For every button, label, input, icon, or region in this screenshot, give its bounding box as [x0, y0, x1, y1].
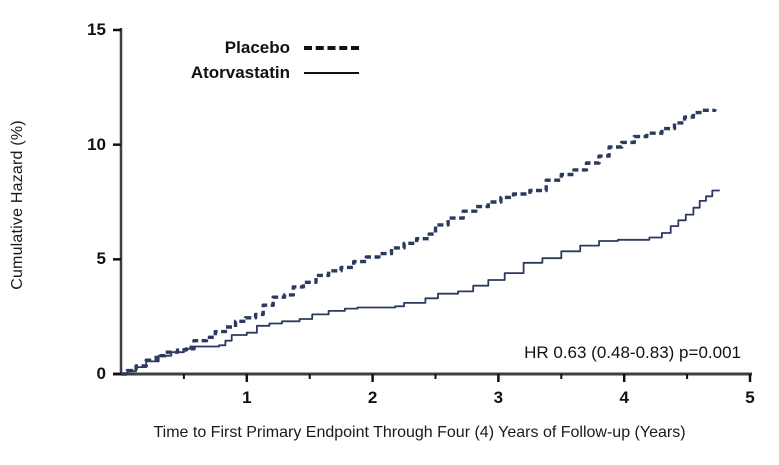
x-tick-label: 1 — [242, 388, 252, 407]
y-tick-label: 5 — [96, 249, 106, 269]
solid-line-swatch-icon — [304, 72, 359, 74]
x-tick-label: 3 — [493, 388, 504, 407]
atorvastatin-curve — [121, 189, 720, 375]
hazard-curves — [121, 108, 720, 376]
dashed-line-swatch-icon — [304, 46, 359, 50]
legend: Placebo Atorvastatin — [150, 38, 359, 83]
y-tick-label: 0 — [96, 364, 106, 383]
legend-item-placebo: Placebo — [150, 38, 359, 58]
y-axis-title: Cumulative Hazard (%) — [9, 120, 26, 290]
legend-item-atorvastatin: Atorvastatin — [150, 63, 359, 83]
y-tick-label: 15 — [87, 20, 106, 39]
x-tick-label: 2 — [367, 388, 378, 407]
legend-label-placebo: Placebo — [224, 38, 290, 57]
legend-label-atorvastatin: Atorvastatin — [190, 63, 290, 82]
axes — [113, 28, 752, 382]
placebo-curve — [121, 108, 717, 376]
x-tick-label: 4 — [619, 388, 629, 407]
x-tick-label: 5 — [745, 388, 755, 407]
y-tick-label: 10 — [87, 134, 106, 154]
hazard-ratio-annotation: HR 0.63 (0.48-0.83) p=0.001 — [524, 343, 741, 362]
x-axis-title: Time to First Primary Endpoint Through F… — [153, 424, 686, 441]
